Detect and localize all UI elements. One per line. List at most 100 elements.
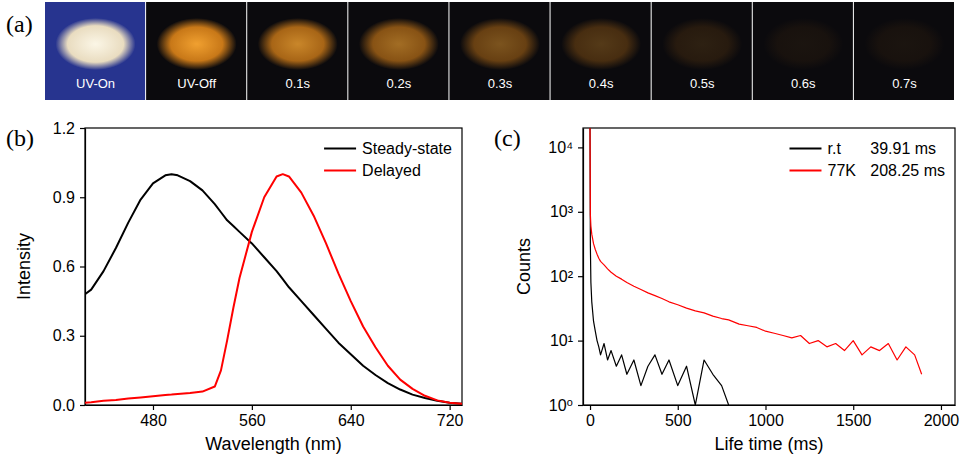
tick: 500 — [665, 405, 692, 429]
tick-label: 1.2 — [53, 120, 75, 137]
glow — [258, 18, 338, 70]
legend-entry: 77K 208.25 ms — [789, 162, 945, 179]
tick: 0.6 — [53, 258, 85, 275]
legend-swatch — [789, 169, 821, 171]
axis-line — [86, 405, 463, 406]
tick: 1000 — [748, 405, 784, 429]
panel: 050010001500200010⁰10¹10²10³10⁴Life time… — [494, 125, 959, 454]
panel-label: (a) — [6, 11, 33, 37]
photo-frame — [652, 2, 752, 100]
panel: 4805606407200.00.30.60.91.2Wavelength (n… — [6, 120, 464, 454]
tick-label: 10² — [550, 268, 574, 285]
tick-mark — [252, 405, 253, 410]
series-line — [590, 128, 729, 405]
glow — [864, 18, 944, 70]
tick: 480 — [140, 405, 167, 429]
axis: 480 560 640 720 — [86, 405, 464, 429]
tick-mark — [578, 147, 583, 148]
tick-mark — [678, 405, 679, 410]
tick-label: 10³ — [550, 203, 574, 220]
plot-area — [85, 174, 462, 404]
tick-mark — [578, 276, 583, 277]
tick-mark — [351, 405, 352, 410]
axis: 10⁰ 10¹ 10² 10³ 10⁴ — [548, 129, 583, 414]
tick-label: 560 — [239, 412, 266, 429]
tick-label: 0.6 — [53, 258, 75, 275]
photo-strip: UV-OnUV-Off0.1s0.2s0.3s0.4s0.5s0.6s0.7s — [45, 2, 954, 100]
tick-label: 500 — [665, 412, 692, 429]
tick-mark — [450, 405, 451, 410]
axis-line — [85, 129, 86, 406]
axis: 0 500 1000 1500 2000 — [584, 405, 960, 429]
frame-label: UV-On — [76, 76, 115, 91]
tick-mark — [80, 405, 85, 406]
legend-label: 77K — [827, 162, 856, 179]
tick: 1500 — [836, 405, 872, 429]
glow — [157, 18, 237, 70]
tick-label: 2000 — [924, 412, 960, 429]
frame-label: UV-Off — [177, 76, 216, 91]
tick-label: 1000 — [748, 412, 784, 429]
frame-label: 0.6s — [791, 76, 816, 91]
tick-label: 0 — [586, 412, 595, 429]
panel-label: (c) — [494, 125, 521, 151]
glow — [662, 18, 742, 70]
tick-mark — [765, 405, 766, 410]
tick-mark — [80, 197, 85, 198]
glow — [460, 18, 540, 70]
glow — [359, 18, 439, 70]
legend-label: Delayed — [362, 162, 421, 179]
tick-mark — [578, 405, 583, 406]
tick: 0 — [586, 405, 595, 429]
tick-label: 10⁰ — [549, 397, 573, 414]
axis-title: Wavelength (nm) — [205, 434, 341, 454]
photo-frame — [449, 2, 549, 100]
tick-mark — [153, 405, 154, 410]
glow — [561, 18, 641, 70]
tick: 720 — [437, 405, 464, 429]
plot-frame — [85, 128, 462, 405]
tick-mark — [578, 340, 583, 341]
tick-mark — [941, 405, 942, 410]
frame-label: 0.4s — [589, 76, 614, 91]
tick: 10⁴ — [548, 139, 583, 156]
legend-swatch — [324, 169, 356, 171]
tick-label: 10⁴ — [548, 139, 573, 156]
legend-label: Steady-state — [362, 140, 452, 157]
tick: 10⁰ — [549, 397, 583, 414]
axis-line — [583, 129, 584, 406]
tick-mark — [590, 405, 591, 410]
photo-frame — [45, 2, 145, 100]
frame-label: 0.2s — [387, 76, 412, 91]
tick: 640 — [338, 405, 365, 429]
photo-frame — [854, 2, 954, 100]
photo-frame — [247, 2, 347, 100]
tick-label: 1500 — [836, 412, 872, 429]
tick-label: 480 — [140, 412, 167, 429]
tick-mark — [80, 128, 85, 129]
frame-label: 0.3s — [488, 76, 513, 91]
figure: (a)UV-OnUV-Off0.1s0.2s0.3s0.4s0.5s0.6s0.… — [0, 0, 965, 459]
glow — [763, 18, 843, 70]
photo-frame — [146, 2, 246, 100]
axis-title: Counts — [514, 238, 534, 295]
series-line — [85, 174, 462, 404]
photo-frame — [348, 2, 448, 100]
photo-frame — [753, 2, 853, 100]
frame-label: 0.7s — [892, 76, 917, 91]
tick: 10³ — [550, 203, 583, 220]
photo-frame — [551, 2, 651, 100]
axis: 0.00.30.60.91.2 — [53, 120, 86, 414]
frame-label: 0.1s — [285, 76, 310, 91]
tick: 560 — [239, 405, 266, 429]
legend-value: 208.25 ms — [870, 162, 945, 179]
tick-mark — [578, 212, 583, 213]
legend-swatch — [789, 147, 821, 149]
tick-label: 10¹ — [550, 332, 573, 349]
legend-entry: Steady-state — [324, 140, 452, 157]
tick-label: 0.9 — [53, 189, 75, 206]
tick: 1.2 — [53, 120, 85, 137]
tick: 0.0 — [53, 397, 85, 414]
legend: Steady-state Delayed — [324, 140, 452, 179]
tick: 0.9 — [53, 189, 85, 206]
